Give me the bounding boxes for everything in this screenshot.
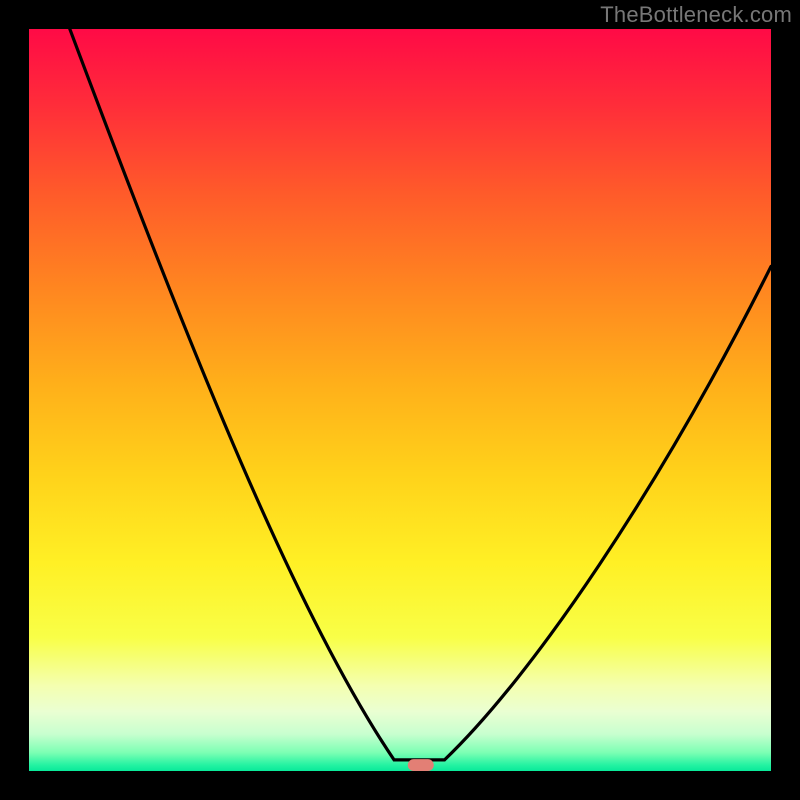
chart-container: TheBottleneck.com	[0, 0, 800, 800]
watermark-text: TheBottleneck.com	[600, 2, 792, 28]
optimum-marker	[408, 759, 434, 771]
bottleneck-chart	[0, 0, 800, 800]
gradient-background	[29, 29, 771, 771]
